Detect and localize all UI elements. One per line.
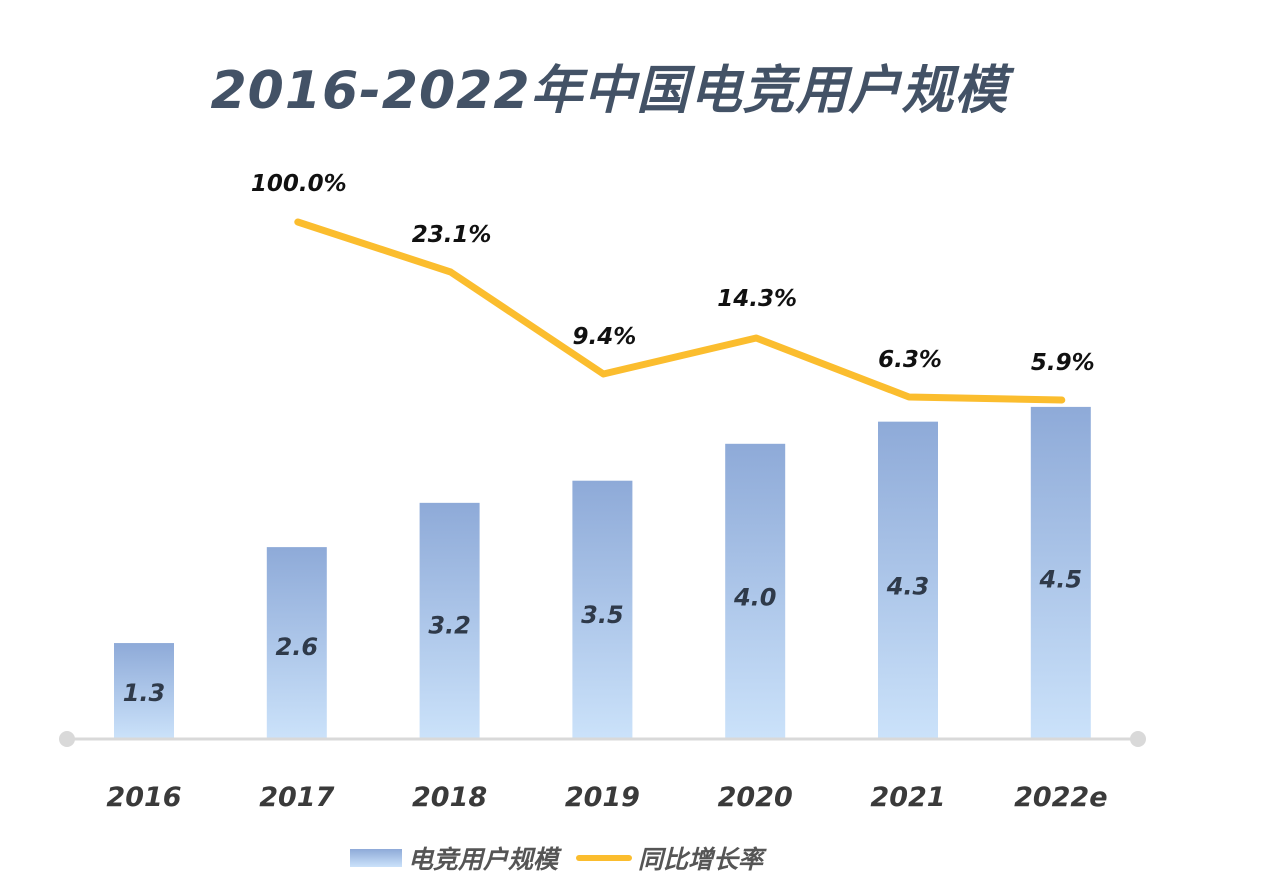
legend-item-user-scale: 电竞用户规模 — [350, 840, 558, 876]
legend-item-growth-rate: 同比增长率 — [576, 840, 763, 876]
x-tick-label-2020: 2020 — [718, 782, 793, 813]
x-tick-label-2019: 2019 — [565, 782, 640, 813]
growth-line-layer — [294, 218, 1066, 404]
bar-2019 — [572, 480, 633, 739]
bar-2018 — [419, 502, 480, 739]
bar-2021 — [878, 421, 938, 739]
growth-rate-label-2017: 100.0% — [251, 171, 347, 197]
x-tick-label-2021: 2021 — [870, 782, 945, 813]
legend-label-growth-rate: 同比增长率 — [638, 845, 764, 874]
growth-rate-label-2018: 23.1% — [412, 222, 492, 248]
bar-value-label-2020: 4.0 — [733, 583, 777, 611]
x-tick-label-2022e: 2022e — [1014, 782, 1107, 813]
legend-label-user-scale: 电竞用户规模 — [408, 845, 559, 874]
bar-2022e — [1030, 406, 1091, 739]
bar-value-label-2016: 1.3 — [123, 679, 166, 707]
x-tick-label-2016: 2016 — [106, 782, 181, 813]
x-tick-label-2017: 2017 — [259, 782, 334, 813]
bar-2020 — [725, 443, 786, 739]
growth-rate-label-2021: 6.3% — [878, 347, 942, 373]
chart-plot: 1.3 2016 2.6 2017 3.2 2018 3.5 2019 4.0 2020 4.3 20… — [59, 171, 1146, 813]
legend-line-swatch-icon — [576, 855, 633, 861]
x-axis — [59, 731, 1146, 747]
bar-value-label-2021: 4.3 — [886, 573, 930, 601]
bar-2016 — [114, 643, 174, 739]
x-axis-start-dot — [59, 731, 75, 747]
bar-2017 — [266, 547, 327, 739]
bar-value-label-2017: 2.6 — [276, 633, 319, 661]
legend-bar-swatch-icon — [350, 849, 402, 867]
chart-title: 2016-2022年中国电竞用户规模 — [210, 61, 1008, 121]
growth-rate-label-2022e: 5.9% — [1031, 350, 1095, 376]
bars-layer — [114, 406, 1091, 739]
bar-value-label-2019: 3.5 — [581, 601, 624, 629]
bar-value-label-2018: 3.2 — [428, 612, 471, 640]
x-axis-end-dot — [1130, 731, 1146, 747]
legend: 电竞用户规模 同比增长率 — [350, 840, 781, 876]
x-tick-label-2018: 2018 — [412, 782, 487, 813]
labels-layer: 1.3 2016 2.6 2017 3.2 2018 3.5 2019 4.0 2020 4.3 20… — [106, 171, 1107, 813]
growth-rate-line — [294, 218, 1066, 404]
growth-rate-label-2019: 9.4% — [573, 324, 637, 350]
bar-value-label-2022e: 4.5 — [1039, 566, 1083, 594]
growth-rate-label-2020: 14.3% — [717, 286, 797, 312]
